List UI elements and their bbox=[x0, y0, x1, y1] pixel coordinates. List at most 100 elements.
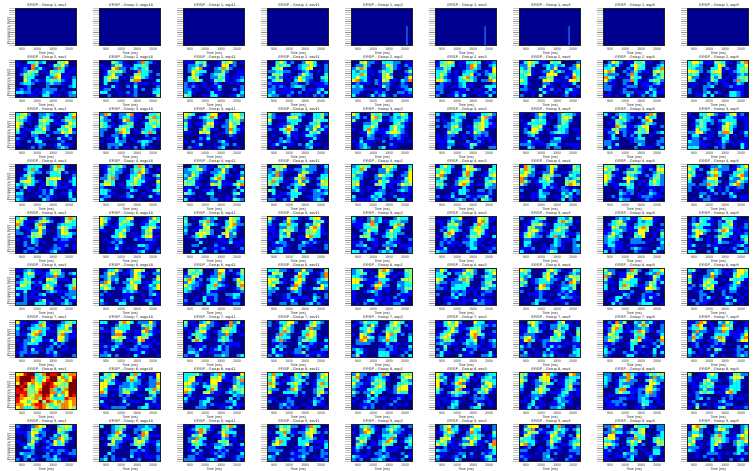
heatmap-cell bbox=[57, 131, 62, 135]
heatmap-cell bbox=[397, 84, 401, 89]
heatmap-cell bbox=[199, 79, 203, 83]
heatmap-cell bbox=[232, 12, 237, 16]
heatmap-cell bbox=[156, 136, 160, 141]
heatmap-cell bbox=[656, 30, 661, 34]
heatmap-cell bbox=[462, 79, 467, 83]
heatmap-cell bbox=[652, 18, 657, 22]
heatmap-cell bbox=[236, 116, 241, 120]
heatmap-cell bbox=[370, 21, 375, 25]
heatmap-cell bbox=[451, 116, 455, 120]
heatmap-cell bbox=[652, 32, 657, 37]
heatmap-cell bbox=[38, 116, 43, 120]
heatmap-cell bbox=[484, 12, 489, 16]
heatmap-cell bbox=[382, 131, 386, 135]
heatmap-cell bbox=[523, 116, 528, 120]
heatmap-cell bbox=[210, 140, 215, 144]
heatmap-plot bbox=[99, 60, 161, 98]
heatmap-cell bbox=[133, 41, 138, 45]
heatmap-cell bbox=[210, 12, 215, 16]
heatmap-cell bbox=[382, 116, 386, 120]
heatmap-cell bbox=[221, 36, 226, 40]
heatmap-cell bbox=[137, 21, 142, 25]
heatmap-cell bbox=[706, 39, 711, 43]
heatmap-cell bbox=[363, 41, 368, 45]
heatmap-cell bbox=[451, 140, 455, 144]
heatmap-cell bbox=[568, 93, 573, 97]
heatmap-cell bbox=[649, 84, 653, 89]
heatmap-cell bbox=[619, 30, 623, 34]
heatmap-cell bbox=[122, 23, 127, 28]
heatmap-cell bbox=[400, 64, 405, 68]
heatmap-cell bbox=[187, 9, 192, 13]
heatmap-cell bbox=[130, 131, 134, 135]
heatmap-cell bbox=[400, 145, 405, 149]
heatmap-cell bbox=[374, 131, 379, 135]
heatmap-cell bbox=[408, 122, 412, 126]
heatmap-cell bbox=[148, 61, 153, 65]
heatmap-cell bbox=[352, 143, 356, 147]
heatmap-cell bbox=[206, 75, 211, 80]
heatmap-cell bbox=[725, 82, 730, 86]
heatmap-cell bbox=[527, 23, 532, 28]
heatmap-cell bbox=[23, 140, 28, 144]
heatmap-cell bbox=[542, 125, 547, 129]
heatmap-cell bbox=[64, 18, 69, 22]
heatmap-cell bbox=[137, 113, 142, 117]
heatmap-cell bbox=[740, 32, 745, 37]
heatmap-cell bbox=[520, 75, 524, 80]
heatmap-cell bbox=[214, 61, 218, 65]
heatmap-cell bbox=[271, 32, 276, 37]
heatmap-cell bbox=[408, 84, 412, 89]
heatmap-cell bbox=[49, 14, 54, 19]
heatmap-cell bbox=[641, 30, 646, 34]
heatmap-cell bbox=[523, 61, 528, 65]
heatmap-cell bbox=[531, 113, 536, 117]
x-tick-label: 1000 bbox=[201, 151, 209, 155]
heatmap-cell bbox=[740, 91, 745, 95]
heatmap-cell bbox=[660, 9, 664, 13]
heatmap-cell bbox=[645, 82, 650, 86]
heatmap-cell bbox=[363, 64, 368, 68]
heatmap-cell bbox=[473, 82, 478, 86]
heatmap-cell bbox=[305, 88, 310, 92]
heatmap-cell bbox=[232, 36, 237, 40]
heatmap-cell bbox=[568, 75, 573, 80]
heatmap-cell bbox=[206, 113, 211, 117]
heatmap-cell bbox=[53, 93, 58, 97]
heatmap-cell bbox=[527, 131, 532, 135]
heatmap-cell bbox=[38, 88, 43, 92]
heatmap-cell bbox=[553, 82, 558, 86]
heatmap-cell bbox=[210, 125, 215, 129]
heatmap-cell bbox=[367, 61, 371, 65]
heatmap-cell bbox=[42, 41, 47, 45]
heatmap-cell bbox=[156, 113, 160, 117]
heatmap-cell bbox=[363, 32, 368, 37]
x-tick-labels: 500 1000 1500 2000 bbox=[15, 99, 77, 103]
heatmap-cell bbox=[290, 66, 295, 71]
heatmap-cell bbox=[535, 131, 539, 135]
heatmap-cell bbox=[542, 75, 547, 80]
heatmap-cell bbox=[115, 93, 119, 97]
heatmap-cell bbox=[352, 116, 356, 120]
heatmap-cell bbox=[553, 23, 558, 28]
heatmap-cell bbox=[206, 143, 211, 147]
heatmap-cell bbox=[316, 73, 321, 77]
heatmap-cell bbox=[649, 12, 653, 16]
heatmap-cell bbox=[699, 30, 704, 34]
heatmap-cell bbox=[100, 131, 104, 135]
heatmap-cell bbox=[118, 125, 123, 129]
heatmap-cell bbox=[557, 14, 562, 19]
heatmap-cell bbox=[520, 32, 524, 37]
heatmap-cell bbox=[729, 79, 734, 83]
heatmap-cell bbox=[561, 113, 566, 117]
heatmap-cell bbox=[72, 64, 76, 68]
heatmap-cell bbox=[641, 66, 646, 71]
heatmap-cell bbox=[550, 113, 554, 117]
heatmap-cell bbox=[46, 18, 50, 22]
heatmap-cell bbox=[286, 41, 291, 45]
heatmap-cell bbox=[53, 41, 58, 45]
heatmap-cell bbox=[210, 113, 215, 117]
heatmap-cell bbox=[656, 27, 661, 31]
heatmap-cell bbox=[141, 41, 146, 45]
heatmap-cell bbox=[546, 75, 551, 80]
